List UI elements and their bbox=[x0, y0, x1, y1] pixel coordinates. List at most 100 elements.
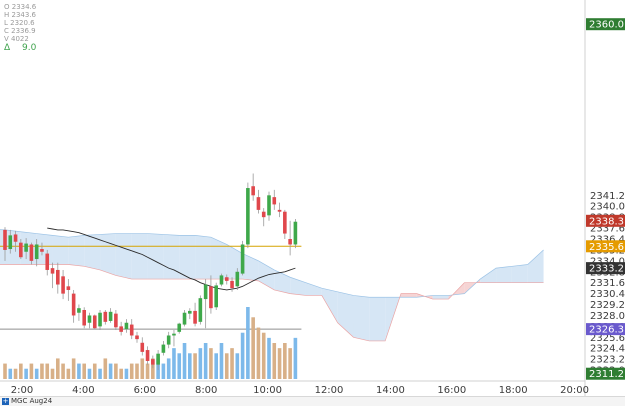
candle-body bbox=[293, 221, 298, 245]
volume-bar bbox=[82, 363, 86, 379]
volume-bar bbox=[66, 368, 71, 379]
readout-delta-symbol: Δ bbox=[4, 43, 11, 53]
volume-bar bbox=[172, 348, 176, 379]
volume-bar bbox=[29, 363, 34, 379]
candle-body bbox=[235, 271, 240, 287]
price-tag bbox=[586, 214, 625, 227]
cloud-segment bbox=[210, 237, 227, 280]
candle-body bbox=[87, 315, 92, 323]
price-tag bbox=[586, 262, 625, 275]
candle-body bbox=[92, 315, 97, 329]
moving-average-line bbox=[47, 227, 296, 291]
candle-body bbox=[288, 239, 292, 245]
candle-body bbox=[151, 359, 155, 365]
volume-bar bbox=[77, 363, 81, 379]
cloud-segment bbox=[511, 264, 528, 283]
volume-bar bbox=[251, 317, 255, 379]
volume-bar bbox=[246, 307, 250, 379]
candle-body bbox=[8, 235, 13, 250]
candle-body bbox=[182, 312, 187, 325]
price-tick-label: 2324.4 bbox=[590, 344, 625, 355]
cloud-segment bbox=[100, 233, 116, 276]
time-tick-label: 14:00 bbox=[376, 385, 405, 396]
price-tick-label: 2329.2 bbox=[590, 300, 625, 311]
volume-bar bbox=[129, 363, 134, 379]
cloud-segment bbox=[147, 233, 164, 280]
volume-bar bbox=[50, 368, 55, 379]
candle-body bbox=[251, 186, 255, 196]
volume-bar bbox=[114, 363, 118, 379]
time-axis[interactable]: 2:00 4:00 6:00 8:00 10:00 12:00 14:00 16:00 18:0… bbox=[11, 385, 589, 396]
volume-bar bbox=[293, 337, 298, 379]
price-tags: 2360.0 2338.3 2335.6 2333.2 2326.3 2311.2 bbox=[586, 18, 625, 380]
symbol-tab[interactable]: + MGC Aug24 bbox=[2, 397, 52, 406]
volume-bar bbox=[235, 353, 240, 379]
cloud-segment bbox=[353, 295, 370, 341]
candle-body bbox=[82, 310, 86, 326]
candle-body bbox=[77, 308, 81, 313]
cloud-segment bbox=[321, 288, 338, 323]
time-tick-label: 18:00 bbox=[499, 385, 528, 396]
volume-bar bbox=[203, 343, 208, 379]
cloud-segment bbox=[163, 234, 180, 280]
volume-bar bbox=[240, 332, 245, 379]
cloud-segment bbox=[480, 268, 497, 283]
volume-bar bbox=[182, 343, 187, 379]
price-tick-label: 2337.6 bbox=[590, 224, 625, 235]
volume-bar bbox=[71, 358, 76, 379]
volume-bar bbox=[277, 348, 282, 379]
candle-body bbox=[129, 324, 134, 336]
volume-bar bbox=[272, 343, 277, 379]
candle-body bbox=[261, 211, 266, 218]
candle-body bbox=[45, 253, 50, 270]
candle-body bbox=[230, 280, 234, 289]
readout-low: L 2320.6 bbox=[4, 19, 35, 27]
candle-body bbox=[124, 322, 129, 330]
candle-body bbox=[66, 286, 71, 290]
time-tick-label: 10:00 bbox=[253, 385, 282, 396]
plus-icon[interactable]: + bbox=[2, 397, 9, 405]
cloud-segment bbox=[131, 233, 148, 280]
cloud-segment bbox=[290, 277, 306, 296]
candle-body bbox=[98, 312, 102, 327]
price-tick-label: 2330.4 bbox=[590, 289, 625, 300]
price-tag bbox=[586, 18, 625, 31]
price-tag-label: 2326.3 bbox=[589, 325, 624, 336]
candle-body bbox=[277, 209, 282, 212]
moving-average bbox=[47, 227, 296, 291]
price-tag bbox=[586, 323, 625, 336]
cloud-segment bbox=[52, 235, 69, 265]
candle-body bbox=[172, 333, 176, 336]
candle-body bbox=[24, 243, 28, 252]
volume-bar bbox=[140, 358, 145, 379]
symbol-label: MGC Aug24 bbox=[11, 397, 53, 405]
candle-body bbox=[166, 335, 171, 345]
volume-bar bbox=[92, 363, 97, 379]
candle-body bbox=[103, 311, 108, 322]
time-tick-label: 16:00 bbox=[437, 385, 466, 396]
readout-volume: V 4022 bbox=[4, 35, 29, 43]
time-tick-label: 12:00 bbox=[315, 385, 344, 396]
candle-body bbox=[156, 353, 160, 365]
readout-high: H 2343.6 bbox=[4, 11, 37, 19]
readout-open: O 2334.6 bbox=[4, 3, 37, 11]
volume-bar bbox=[45, 363, 50, 379]
status-bar: + MGC Aug24 bbox=[0, 396, 625, 406]
price-tick-label: 2334.0 bbox=[590, 256, 625, 267]
axes bbox=[0, 0, 586, 396]
volume-bar bbox=[98, 368, 102, 379]
candle-body bbox=[19, 242, 23, 258]
price-tag-label: 2333.2 bbox=[589, 264, 624, 275]
time-tick-label: 6:00 bbox=[134, 385, 156, 396]
volume-bar bbox=[151, 358, 155, 379]
price-tag-label: 2360.0 bbox=[589, 20, 624, 31]
candle-body bbox=[209, 286, 213, 309]
cloud-segment bbox=[84, 234, 101, 270]
volume-bar bbox=[108, 363, 113, 379]
candle-body bbox=[224, 277, 229, 281]
volume-bar bbox=[230, 348, 234, 379]
volume-bar bbox=[40, 363, 44, 379]
candle-body bbox=[198, 298, 203, 322]
volume-bar bbox=[193, 353, 197, 379]
